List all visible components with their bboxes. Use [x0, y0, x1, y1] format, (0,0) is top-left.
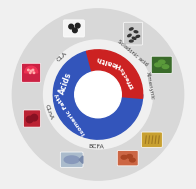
Ellipse shape — [130, 158, 135, 162]
FancyBboxPatch shape — [23, 110, 41, 127]
FancyBboxPatch shape — [142, 132, 162, 147]
Text: Health: Health — [95, 55, 122, 69]
Circle shape — [30, 70, 32, 72]
Ellipse shape — [64, 156, 79, 163]
Circle shape — [75, 23, 80, 28]
FancyBboxPatch shape — [22, 63, 41, 82]
Ellipse shape — [132, 37, 136, 39]
Text: Ximenynic: Ximenynic — [145, 71, 155, 100]
Text: Effects: Effects — [119, 66, 136, 89]
Circle shape — [26, 116, 33, 123]
Wedge shape — [53, 51, 143, 139]
Circle shape — [69, 24, 74, 29]
FancyBboxPatch shape — [117, 151, 138, 166]
Polygon shape — [79, 156, 83, 163]
Text: Acids: Acids — [58, 70, 74, 95]
Ellipse shape — [136, 35, 140, 37]
Ellipse shape — [155, 63, 161, 67]
Circle shape — [31, 114, 37, 121]
Ellipse shape — [134, 31, 138, 33]
FancyBboxPatch shape — [60, 152, 83, 167]
FancyBboxPatch shape — [124, 22, 143, 45]
Wedge shape — [12, 9, 184, 180]
Text: CLA: CLA — [56, 50, 69, 62]
Circle shape — [32, 69, 34, 71]
Ellipse shape — [121, 155, 127, 159]
Ellipse shape — [130, 28, 133, 30]
Text: Sciadonic acid: Sciadonic acid — [116, 39, 149, 68]
Circle shape — [29, 72, 31, 74]
Text: CLnA: CLnA — [44, 104, 54, 121]
Ellipse shape — [129, 40, 133, 42]
Wedge shape — [25, 66, 38, 73]
Ellipse shape — [158, 60, 165, 64]
FancyBboxPatch shape — [64, 20, 84, 37]
Circle shape — [28, 69, 29, 71]
Ellipse shape — [127, 154, 132, 158]
Circle shape — [73, 28, 77, 33]
Text: BCFA: BCFA — [88, 144, 104, 149]
Ellipse shape — [162, 65, 169, 69]
FancyBboxPatch shape — [151, 56, 172, 73]
Ellipse shape — [128, 34, 131, 37]
Wedge shape — [86, 50, 143, 98]
Text: Isomeric Fatty: Isomeric Fatty — [54, 92, 87, 136]
Circle shape — [33, 72, 35, 74]
Circle shape — [75, 71, 121, 118]
